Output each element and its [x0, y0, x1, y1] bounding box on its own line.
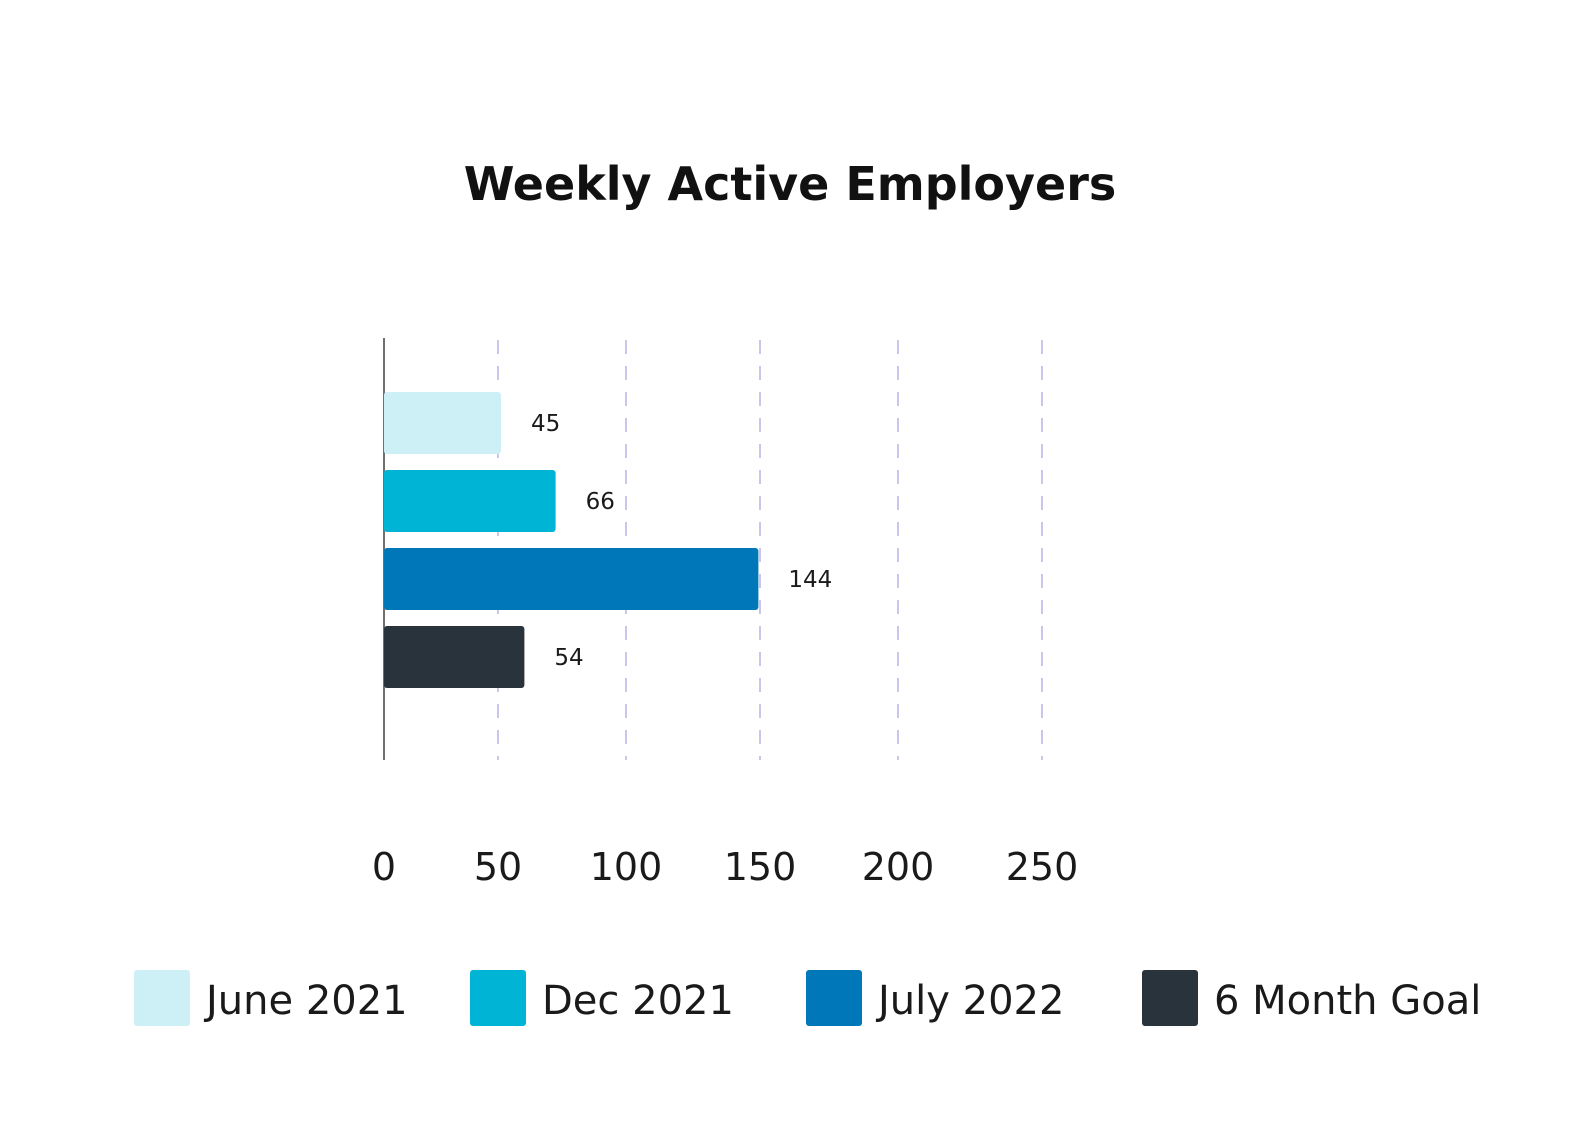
legend-label: June 2021 [203, 978, 408, 1024]
legend-item: 6 Month Goal [1142, 970, 1481, 1026]
bar-dec-2021 [384, 470, 556, 532]
x-axis-ticks: 0 50 100 150 200 250 [372, 845, 1078, 889]
x-tick-label: 150 [724, 845, 797, 889]
bar-july-2022 [384, 548, 759, 610]
value-label: 144 [788, 567, 832, 593]
bar-6-month-goal [384, 626, 525, 688]
legend-label: July 2022 [875, 978, 1064, 1024]
legend-swatch [470, 970, 526, 1026]
value-labels: 45 66 144 54 [531, 411, 832, 671]
x-tick-label: 200 [862, 845, 935, 889]
value-label: 66 [586, 489, 615, 515]
legend-item: Dec 2021 [470, 970, 734, 1026]
value-label: 45 [531, 411, 560, 437]
x-tick-label: 100 [590, 845, 663, 889]
legend-label: 6 Month Goal [1214, 978, 1481, 1024]
legend-label: Dec 2021 [542, 978, 734, 1024]
legend-item: July 2022 [806, 970, 1064, 1026]
x-tick-label: 50 [474, 845, 522, 889]
bar-june-2021 [384, 392, 501, 454]
legend-item: June 2021 [134, 970, 408, 1026]
x-tick-label: 0 [372, 845, 396, 889]
legend-swatch [134, 970, 190, 1026]
legend-swatch [1142, 970, 1198, 1026]
bars [384, 392, 759, 688]
value-label: 54 [554, 645, 583, 671]
legend-swatch [806, 970, 862, 1026]
chart-title: Weekly Active Employers [464, 157, 1117, 211]
legend: June 2021 Dec 2021 July 2022 6 Month Goal [134, 970, 1481, 1026]
x-tick-label: 250 [1006, 845, 1079, 889]
